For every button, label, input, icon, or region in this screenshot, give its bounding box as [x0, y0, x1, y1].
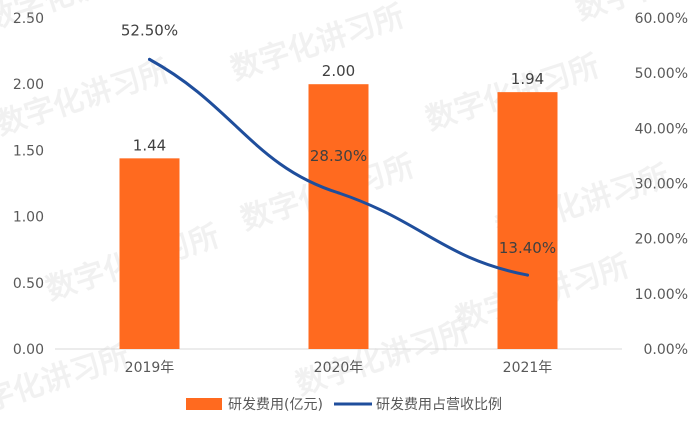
legend: 研发费用(亿元) 研发费用占营收比例 [186, 397, 502, 413]
line-point [337, 191, 340, 195]
left-axis-tick-label: 0.50 [13, 276, 44, 292]
right-axis-tick-label: 40.00% [635, 121, 688, 137]
left-axis-tick-label: 1.50 [13, 143, 44, 159]
x-axis-tick-label: 2019年 [125, 360, 175, 376]
line-point [526, 273, 529, 277]
line-point [148, 57, 151, 61]
bar-series: 1.44 2.00 1.94 [119, 62, 558, 350]
left-axis-tick-label: 2.00 [13, 77, 44, 93]
bar-data-label: 1.94 [511, 70, 544, 88]
right-axis-tick-label: 50.00% [635, 66, 688, 82]
right-axis-tick-label: 60.00% [635, 11, 688, 27]
line-data-label: 28.30% [310, 147, 367, 165]
right-axis-ticks: 0.00% 10.00% 20.00% 30.00% 40.00% 50.00% 60.00… [635, 11, 688, 358]
x-axis-tick-label: 2021年 [503, 360, 553, 376]
x-axis-tick-label: 2020年 [314, 360, 364, 376]
right-axis-tick-label: 10.00% [635, 287, 688, 303]
bar-data-label: 2.00 [322, 62, 355, 80]
bar [308, 84, 369, 349]
left-axis-tick-label: 0.00 [13, 342, 44, 358]
line-data-label: 13.40% [499, 239, 556, 257]
bar-data-label: 1.44 [133, 136, 166, 154]
line-data-label: 52.50% [121, 21, 178, 39]
bar [119, 158, 180, 349]
right-axis-tick-label: 20.00% [635, 232, 688, 248]
left-axis-ticks: 0.00 0.50 1.00 1.50 2.00 2.50 [13, 11, 44, 358]
watermark-text: 数字化讲习所 [227, 0, 409, 88]
line-series: 52.50% 28.30% 13.40% [121, 21, 556, 277]
bar [497, 92, 558, 350]
x-axis-labels: 2019年 2020年 2021年 [125, 360, 553, 376]
left-axis-tick-label: 1.00 [13, 210, 44, 226]
right-axis-tick-label: 30.00% [635, 177, 688, 193]
watermark-text: 数字化讲习所 [0, 54, 174, 143]
left-axis-tick-label: 2.50 [13, 11, 44, 27]
legend-line-label: 研发费用占营收比例 [376, 397, 502, 413]
legend-bar-swatch [186, 398, 222, 410]
legend-bar-label: 研发费用(亿元) [228, 397, 323, 413]
right-axis-tick-label: 0.00% [644, 342, 688, 358]
